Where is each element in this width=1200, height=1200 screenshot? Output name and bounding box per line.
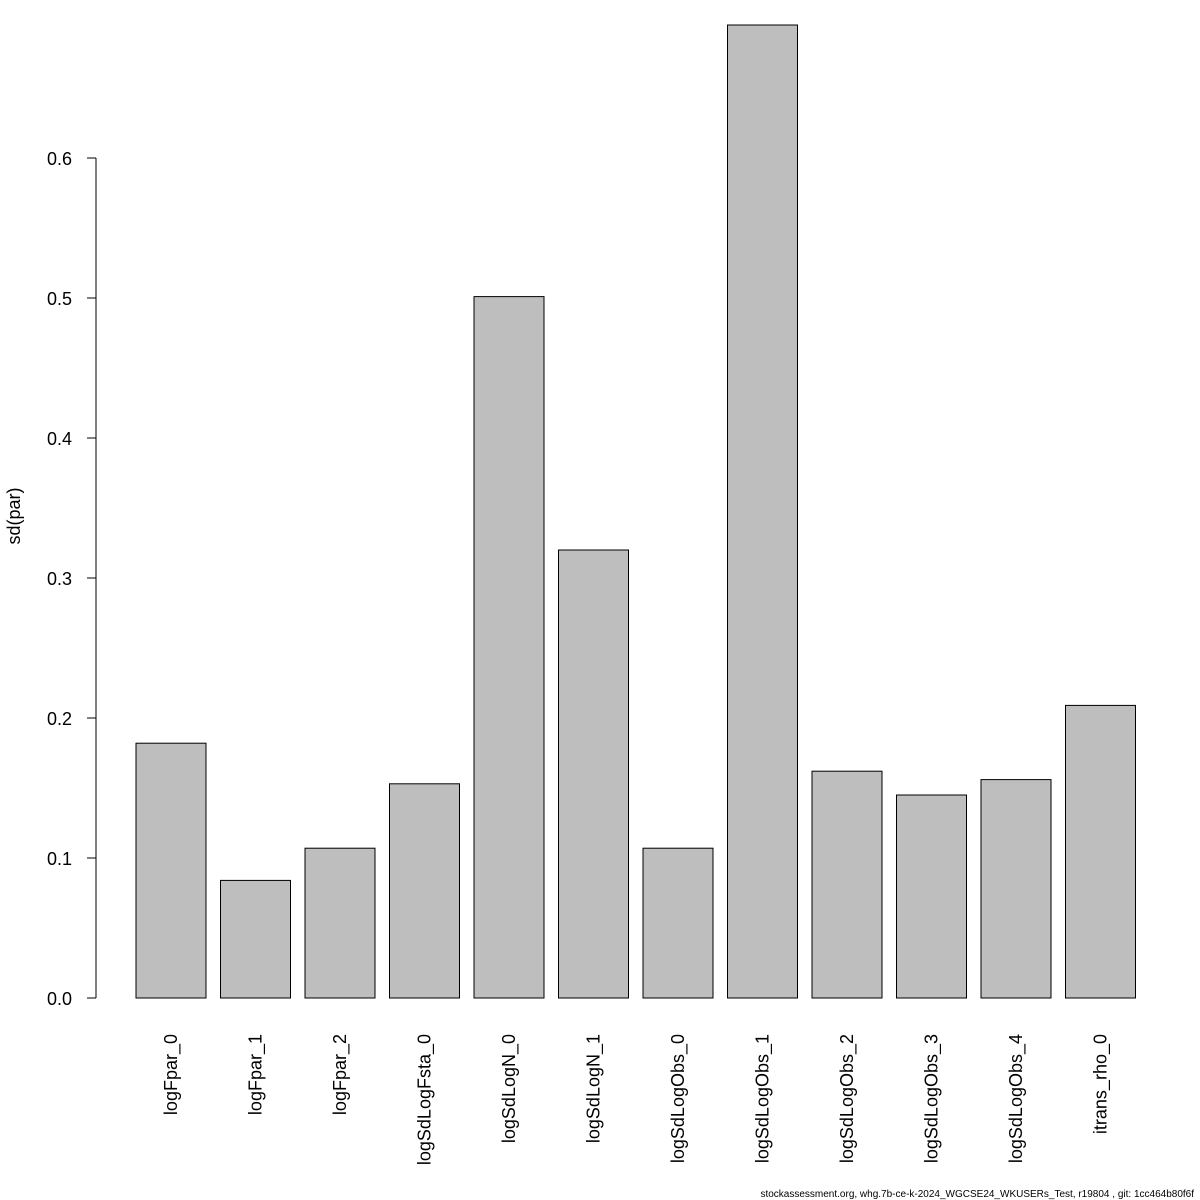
bar-logFpar_1 (220, 879, 291, 999)
bars-group (135, 24, 1136, 999)
x-tick-label: logSdLogObs_1 (753, 1034, 774, 1163)
x-tick-label: logSdLogObs_2 (837, 1034, 858, 1163)
bar-logSdLogObs_2 (811, 770, 883, 999)
y-tick-label: 0.3 (47, 569, 72, 589)
bar-logSdLogN_1 (558, 549, 629, 999)
bar-logFpar_2 (304, 847, 376, 999)
x-tick-label: logSdLogN_1 (584, 1034, 605, 1143)
bar-itrans_rho_0 (1065, 704, 1136, 999)
x-tick-label: logFpar_1 (246, 1034, 267, 1115)
x-tick-label: logSdLogObs_0 (668, 1034, 689, 1163)
bar-logSdLogN_0 (473, 296, 545, 999)
x-tick-label: logFpar_0 (161, 1034, 182, 1115)
y-tick-label: 0.2 (47, 709, 72, 729)
x-axis-labels: logFpar_0 logFpar_1 logFpar_2 logSdLogFsta_… (161, 1034, 1112, 1165)
x-tick-label: logSdLogN_0 (499, 1034, 520, 1143)
footer-text: stockassessment.org, whg.7b-ce-k-2024_WG… (760, 1189, 1194, 1200)
bar-logSdLogObs_0 (642, 847, 714, 999)
y-tick-label: 0.1 (47, 849, 72, 869)
bar-logSdLogObs_4 (980, 779, 1052, 999)
bar-logFpar_0 (135, 742, 207, 999)
y-axis-title: sd(par) (4, 487, 24, 544)
y-tick-label: 0.6 (47, 149, 72, 169)
x-tick-label: logSdLogFsta_0 (415, 1034, 436, 1165)
bar-logSdLogObs_1 (727, 24, 798, 999)
x-tick-label: logSdLogObs_3 (922, 1034, 943, 1163)
y-axis: 0.0 0.1 0.2 0.3 0.4 0.5 0.6 (47, 149, 97, 1009)
x-tick-label: logSdLogObs_4 (1006, 1034, 1027, 1163)
y-tick-label: 0.5 (47, 289, 72, 309)
x-tick-label: logFpar_2 (330, 1034, 351, 1115)
y-tick-label: 0.0 (47, 989, 72, 1009)
y-tick-label: 0.4 (47, 429, 72, 449)
bar-logSdLogObs_3 (896, 794, 967, 999)
x-tick-label: itrans_rho_0 (1091, 1034, 1112, 1134)
bar-logSdLogFsta_0 (389, 783, 460, 999)
